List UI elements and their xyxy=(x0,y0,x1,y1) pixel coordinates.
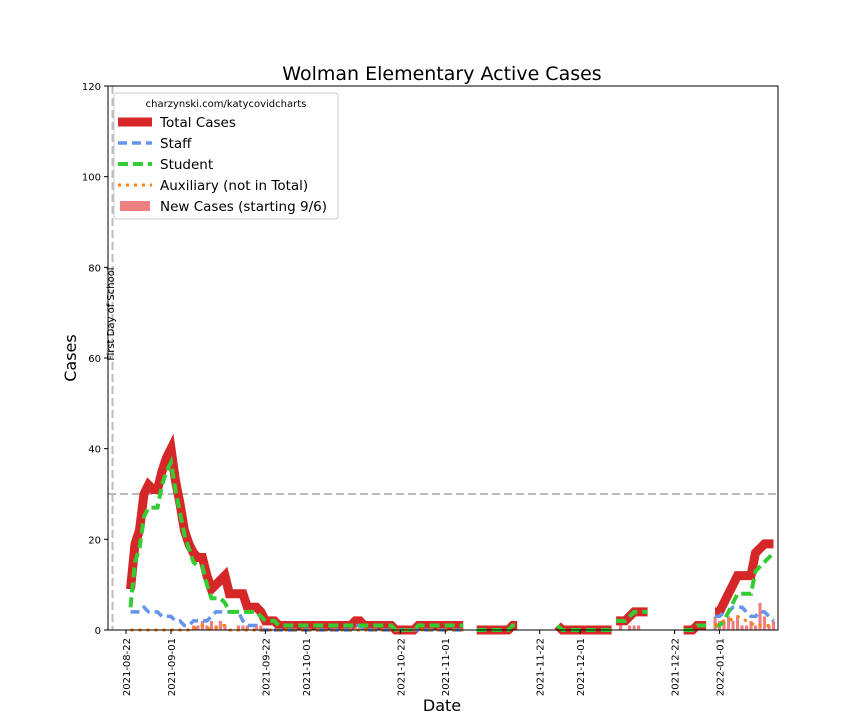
new-cases-bar xyxy=(209,620,213,630)
new-cases-bar xyxy=(628,625,632,630)
new-cases-bar xyxy=(259,625,263,630)
reference-lines xyxy=(108,86,778,630)
new-cases-bar xyxy=(241,625,245,630)
legend-label: Total Cases xyxy=(159,115,236,131)
new-cases-bar xyxy=(353,625,357,630)
legend-items: Total Cases Staff Student Auxiliary (not in… xyxy=(118,115,327,215)
new-cases-bar xyxy=(735,616,740,630)
x-tick-label: 2021-12-22 xyxy=(671,638,682,696)
new-cases-bar xyxy=(740,625,744,630)
x-tick-label: 2021-10-22 xyxy=(396,638,407,696)
auxiliary-series-line xyxy=(714,614,774,627)
new-cases-bar xyxy=(767,625,771,630)
new-cases-bar xyxy=(749,620,753,630)
new-cases-bar xyxy=(218,620,222,630)
new-cases-bar xyxy=(236,625,240,630)
x-tick-label: 2021-09-22 xyxy=(261,638,272,696)
new-cases-bar xyxy=(731,620,735,630)
x-tick-label: 2022-01-01 xyxy=(716,638,727,696)
x-tick-label: 2021-08-22 xyxy=(122,638,133,696)
total-series-line xyxy=(715,539,774,617)
chart-title: Wolman Elementary Active Cases xyxy=(282,63,601,85)
new-cases-bar xyxy=(223,625,227,630)
student-series-line xyxy=(128,455,464,632)
first-day-label: First Day of School xyxy=(106,267,117,360)
legend-label: Student xyxy=(160,157,213,173)
legend-swatch-new-cases xyxy=(120,201,150,211)
y-tick-label: 80 xyxy=(88,263,101,274)
y-axis-label: Cases xyxy=(61,334,80,382)
new-cases-bar xyxy=(753,625,758,630)
y-tick-label: 20 xyxy=(88,535,101,546)
y-tick-label: 0 xyxy=(95,626,101,637)
total-series-line xyxy=(126,433,464,635)
legend: charzynski.com/katycovidcharts Total Cas… xyxy=(113,92,339,220)
y-tick-label: 100 xyxy=(82,173,101,184)
x-tick-label: 2021-09-01 xyxy=(167,638,178,696)
new-cases-bar xyxy=(762,616,767,630)
x-axis-label: Date xyxy=(423,696,461,715)
legend-label: New Cases (starting 9/6) xyxy=(160,199,327,215)
new-cases-bar xyxy=(191,625,196,630)
new-cases-bar xyxy=(713,616,717,630)
legend-label: Auxiliary (not in Total) xyxy=(160,178,308,194)
y-tick-label: 40 xyxy=(88,445,101,456)
new-cases-bar xyxy=(726,616,731,630)
new-cases-bar xyxy=(758,602,762,630)
new-cases-bar xyxy=(744,625,749,630)
new-cases-bar xyxy=(205,625,209,630)
y-tick-label: 120 xyxy=(82,82,101,93)
series-lines xyxy=(126,433,775,635)
new-cases-bar xyxy=(637,625,641,630)
student-series-line xyxy=(616,609,648,623)
new-cases-bar xyxy=(196,625,200,630)
x-tick-label: 2021-10-01 xyxy=(302,638,313,696)
new-cases-bar xyxy=(632,625,636,630)
student-series-line xyxy=(715,551,775,628)
axis-ticks: 0 20 40 60 80 100 120 2021-08-22 2021-09-01 2021-… xyxy=(82,82,727,696)
new-cases-bar xyxy=(619,625,623,630)
new-cases-bar xyxy=(254,625,258,630)
legend-label: Staff xyxy=(160,136,192,152)
new-cases-bar xyxy=(245,625,249,630)
x-tick-label: 2021-11-22 xyxy=(536,638,547,696)
y-tick-label: 60 xyxy=(88,354,101,365)
x-tick-label: 2021-11-01 xyxy=(441,638,452,696)
new-cases-bar xyxy=(771,620,776,630)
staff-series-line xyxy=(715,605,775,623)
x-tick-label: 2021-12-01 xyxy=(576,638,587,696)
legend-box xyxy=(113,92,339,220)
new-cases-bar xyxy=(722,620,726,630)
legend-title: charzynski.com/katycovidcharts xyxy=(146,99,307,110)
